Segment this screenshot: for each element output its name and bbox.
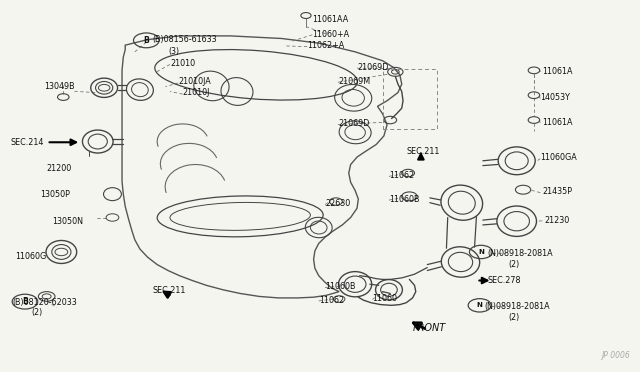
Text: SEC.211: SEC.211 (406, 147, 440, 156)
Text: 21230: 21230 (545, 216, 570, 225)
Text: 11060B: 11060B (389, 195, 419, 204)
Text: 11060B: 11060B (325, 282, 356, 291)
Text: SEC.278: SEC.278 (487, 276, 521, 285)
Ellipse shape (498, 147, 535, 175)
Text: 14053Y: 14053Y (540, 93, 570, 102)
Text: 11061A: 11061A (542, 118, 573, 127)
Text: SEC.211: SEC.211 (153, 286, 186, 295)
Text: B: B (143, 36, 149, 45)
Text: JP 0006: JP 0006 (601, 351, 630, 360)
Text: 21200: 21200 (47, 164, 72, 173)
Text: (N)08918-2081A: (N)08918-2081A (487, 249, 553, 258)
Text: 11061A: 11061A (542, 67, 573, 76)
Text: N: N (477, 302, 483, 308)
Ellipse shape (497, 206, 536, 236)
Text: (B)08156-61633: (B)08156-61633 (153, 35, 218, 44)
Text: 21069M: 21069M (338, 77, 370, 86)
Ellipse shape (441, 185, 483, 220)
Text: 13049B: 13049B (44, 82, 75, 91)
Text: 11061AA: 11061AA (312, 16, 349, 25)
Text: 13050N: 13050N (52, 217, 83, 226)
Text: (2): (2) (508, 260, 520, 269)
Text: 11060G: 11060G (15, 252, 46, 261)
Text: SEC.214: SEC.214 (10, 138, 44, 147)
Text: 21069D: 21069D (357, 63, 388, 72)
Text: (B)08120-62033: (B)08120-62033 (12, 298, 77, 307)
Text: 21069D: 21069D (338, 119, 369, 128)
Text: (2): (2) (508, 313, 520, 322)
Ellipse shape (442, 247, 479, 277)
Text: 21010JA: 21010JA (178, 77, 211, 86)
Text: 11062: 11062 (389, 171, 414, 180)
Text: 21010J: 21010J (182, 88, 210, 97)
Text: 11062: 11062 (319, 296, 344, 305)
Text: 13050P: 13050P (40, 190, 70, 199)
Text: 11062+A: 11062+A (307, 41, 344, 51)
Text: 11060GA: 11060GA (540, 153, 577, 162)
Text: 11060+A: 11060+A (312, 29, 349, 39)
Text: 21435P: 21435P (542, 187, 572, 196)
Text: (N)08918-2081A: (N)08918-2081A (484, 302, 550, 311)
Text: 11060: 11060 (372, 294, 397, 303)
Bar (383, 68, 437, 129)
Text: (2): (2) (31, 308, 43, 317)
Text: N: N (478, 249, 484, 255)
Text: (3): (3) (168, 47, 179, 56)
Text: FRONT: FRONT (413, 323, 446, 333)
Text: 22630: 22630 (325, 199, 350, 208)
Text: B: B (22, 297, 28, 306)
Text: 21010: 21010 (170, 59, 195, 68)
